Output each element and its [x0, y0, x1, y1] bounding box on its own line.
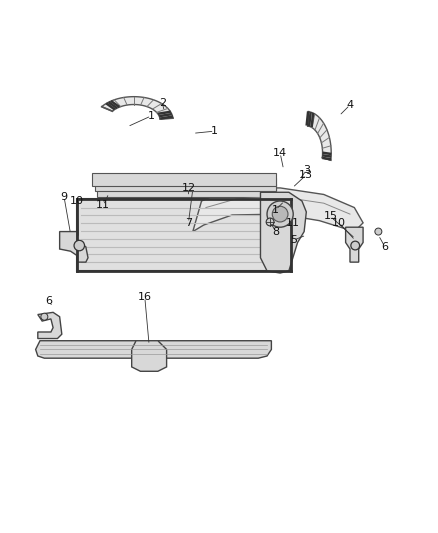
Text: 10: 10 — [332, 218, 346, 228]
Text: 5: 5 — [290, 235, 297, 245]
Text: 8: 8 — [272, 227, 279, 237]
Text: 11: 11 — [286, 218, 300, 228]
Text: 12: 12 — [181, 183, 195, 193]
Polygon shape — [308, 111, 331, 160]
Circle shape — [375, 228, 382, 235]
Text: 16: 16 — [138, 292, 152, 302]
Circle shape — [351, 241, 360, 250]
Text: 4: 4 — [346, 100, 353, 110]
FancyBboxPatch shape — [92, 173, 276, 186]
Circle shape — [267, 201, 293, 227]
Text: 13: 13 — [299, 170, 313, 180]
Text: 7: 7 — [185, 218, 192, 228]
FancyBboxPatch shape — [95, 179, 276, 191]
Polygon shape — [193, 188, 363, 231]
Text: 1: 1 — [148, 111, 155, 121]
Text: 3: 3 — [303, 165, 310, 175]
Circle shape — [272, 206, 288, 222]
Polygon shape — [60, 231, 88, 262]
FancyBboxPatch shape — [77, 199, 291, 271]
Polygon shape — [102, 96, 173, 119]
Text: 11: 11 — [96, 200, 110, 211]
Text: 14: 14 — [273, 148, 287, 158]
Text: 2: 2 — [159, 98, 166, 108]
FancyBboxPatch shape — [97, 183, 276, 197]
Text: 1: 1 — [272, 205, 279, 215]
Circle shape — [41, 313, 48, 320]
Polygon shape — [346, 227, 363, 262]
Text: 6: 6 — [381, 242, 389, 252]
Polygon shape — [35, 341, 272, 358]
Text: 15: 15 — [323, 211, 337, 221]
Polygon shape — [38, 312, 62, 338]
Text: 9: 9 — [60, 192, 67, 201]
Text: 1: 1 — [211, 126, 218, 136]
Polygon shape — [132, 341, 166, 372]
Circle shape — [74, 240, 85, 251]
Polygon shape — [261, 192, 306, 273]
Circle shape — [266, 218, 274, 226]
Text: 6: 6 — [45, 296, 52, 306]
Text: 10: 10 — [70, 196, 84, 206]
